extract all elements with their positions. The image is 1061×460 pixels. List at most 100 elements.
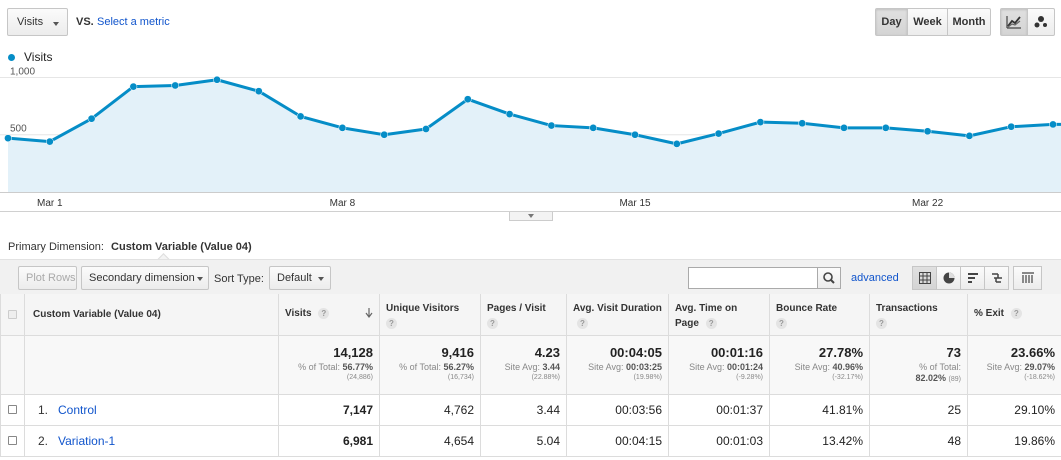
column-header-custom-variable[interactable]: Custom Variable (Value 04): [24, 294, 279, 336]
search-button[interactable]: [817, 267, 841, 289]
row-transactions: 25: [869, 393, 968, 426]
plot-rows-button[interactable]: Plot Rows: [18, 266, 77, 290]
total-visits-tiny: (24,886): [346, 373, 373, 381]
row-select-cell: [0, 393, 25, 426]
legend-dot-icon: [8, 53, 15, 61]
data-point: [840, 124, 848, 132]
legend-label: Visits: [24, 50, 53, 64]
help-icon[interactable]: ?: [876, 317, 887, 329]
table-row: 2. Variation-1 6,981 4,654 5.04 00:04:15 …: [0, 424, 1061, 457]
select-all-checkbox[interactable]: [8, 309, 17, 319]
column-header-bounce-rate-label: Bounce Rate: [776, 303, 838, 314]
total-pages-tiny: (22.88%): [531, 373, 560, 381]
totals-row: 14,128 % of Total: 56.77% (24,886) 9,416…: [0, 334, 1061, 395]
pie-chart-icon: [943, 272, 954, 284]
help-icon[interactable]: ?: [318, 307, 330, 319]
motion-chart-icon: [1034, 16, 1047, 28]
total-bounce-sub-label: Site Avg:: [794, 361, 830, 372]
column-header-bounce-rate[interactable]: Bounce Rate ?: [769, 294, 870, 336]
help-icon[interactable]: ?: [577, 317, 588, 329]
table-grid-icon: [918, 272, 931, 284]
help-icon[interactable]: ?: [386, 317, 397, 329]
total-exit-sub: Site Avg: 29.07%: [974, 362, 1055, 373]
x-tick-label: Mar 1: [37, 198, 63, 209]
view-performance-button[interactable]: [960, 266, 985, 290]
vs-label: VS.: [76, 16, 94, 28]
help-icon[interactable]: ?: [705, 317, 717, 329]
data-point: [422, 125, 430, 133]
column-header-avg-visit-duration[interactable]: Avg. Visit Duration ?: [566, 294, 669, 336]
column-header-pages-per-visit[interactable]: Pages / Visit ?: [480, 294, 567, 336]
comparison-icon: [991, 273, 1002, 283]
x-tick-label: Mar 8: [330, 198, 356, 209]
row-checkbox[interactable]: [8, 405, 17, 414]
column-header-unique-visitors-label: Unique Visitors: [386, 303, 460, 314]
help-icon[interactable]: ?: [776, 317, 787, 329]
sort-arrow-down-icon: [365, 308, 373, 318]
total-pages-sub: Site Avg: 3.44: [487, 362, 560, 373]
row-dimension-link[interactable]: Variation-1: [58, 433, 116, 448]
chart-legend: Visits: [8, 50, 52, 64]
advanced-filter-link[interactable]: advanced: [851, 272, 899, 284]
column-header-transactions[interactable]: Transactions ?: [869, 294, 968, 336]
month-button[interactable]: Month: [947, 8, 991, 36]
total-pages: 4.23 Site Avg: 3.44 (22.88%): [480, 334, 567, 395]
data-point: [463, 95, 472, 104]
metric-dropdown[interactable]: Visits: [7, 8, 68, 36]
chevron-down-icon: [528, 214, 534, 218]
total-exit-sub-value: 29.07%: [1024, 361, 1055, 372]
total-visits-value: 14,128: [333, 344, 373, 360]
view-table-button[interactable]: [912, 266, 937, 290]
row-checkbox[interactable]: [8, 436, 17, 445]
row-index: 2.: [38, 433, 49, 448]
primary-dimension-value[interactable]: Custom Variable (Value 04): [111, 241, 252, 253]
help-icon[interactable]: ?: [1010, 307, 1022, 319]
chart-collapse-handle[interactable]: [509, 212, 553, 221]
data-point: [923, 127, 932, 136]
sort-type-dropdown[interactable]: Default: [269, 266, 331, 290]
line-chart-button[interactable]: [1000, 8, 1028, 36]
data-point: [296, 112, 305, 121]
day-button[interactable]: Day: [875, 8, 908, 36]
data-point: [213, 75, 221, 84]
table-search-input[interactable]: [688, 267, 818, 289]
row-bounce-rate: 13.42%: [769, 424, 870, 457]
total-pages-sub-value: 3.44: [542, 361, 560, 372]
total-bounce-tiny: (-32.17%): [832, 373, 863, 381]
column-header-visits[interactable]: Visits ?: [278, 294, 380, 336]
select-metric-link[interactable]: Select a metric: [97, 16, 170, 28]
y-tick-label: 500: [10, 124, 27, 135]
row-dimension-link[interactable]: Control: [58, 402, 97, 417]
total-unique-value: 9,416: [441, 344, 474, 360]
view-pie-button[interactable]: [936, 266, 961, 290]
total-avg-visit-duration: 00:04:05 Site Avg: 00:03:25 (19.98%): [566, 334, 669, 395]
column-header-avg-time-on-page-label: Avg. Time on Page: [675, 303, 738, 329]
table-toolbar: Plot Rows Secondary dimension Sort Type:…: [0, 259, 1061, 295]
secondary-dimension-dropdown[interactable]: Secondary dimension: [81, 266, 209, 290]
chevron-down-icon: [318, 277, 324, 281]
view-pivot-button[interactable]: [1013, 266, 1042, 290]
total-pages-sub-label: Site Avg:: [504, 361, 540, 372]
column-header-exit-label: % Exit: [974, 308, 1005, 319]
data-point: [714, 129, 723, 138]
column-header-avg-time-on-page[interactable]: Avg. Time on Page ?: [668, 294, 770, 336]
row-index: 1.: [38, 402, 49, 417]
column-header-exit[interactable]: % Exit ?: [967, 294, 1061, 336]
help-icon[interactable]: ?: [487, 317, 498, 329]
view-comparison-button[interactable]: [984, 266, 1009, 290]
week-button[interactable]: Week: [907, 8, 948, 36]
visits-chart: 1,000 500 Mar 1 Mar 8 Mar 15 Mar 22: [0, 66, 1061, 212]
column-header-unique-visitors[interactable]: Unique Visitors ?: [379, 294, 481, 336]
total-bounce-sub-value: 40.96%: [832, 361, 863, 372]
motion-chart-button[interactable]: [1027, 8, 1055, 36]
total-exit-value: 23.66%: [1010, 344, 1055, 360]
column-header-avg-visit-duration-label: Avg. Visit Duration: [573, 303, 662, 314]
total-avd-sub: Site Avg: 00:03:25: [573, 362, 662, 373]
row-avg-time-on-page: 00:01:37: [668, 393, 770, 426]
data-point: [589, 124, 598, 132]
total-avd-value: 00:04:05: [609, 344, 662, 360]
primary-dimension-label: Primary Dimension:: [8, 241, 104, 253]
row-avg-visit-duration: 00:03:56: [566, 393, 669, 426]
data-point: [1049, 120, 1057, 129]
total-avd-sub-label: Site Avg:: [588, 361, 624, 372]
